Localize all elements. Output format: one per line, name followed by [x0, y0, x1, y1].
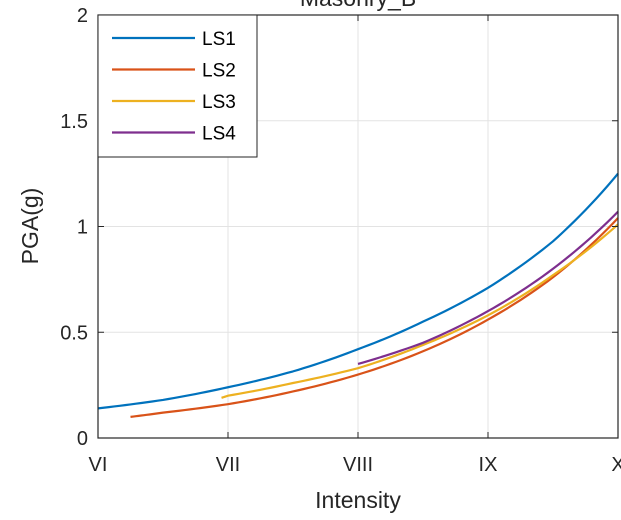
chart-title: Masonry_B [300, 0, 416, 11]
x-tick-label: IX [479, 454, 498, 476]
y-tick-label: 0 [77, 428, 88, 450]
legend-label-ls2: LS2 [202, 61, 236, 82]
y-tick-label: 0.5 [60, 322, 88, 344]
x-tick-label: VI [89, 454, 108, 476]
y-tick-label: 2 [77, 5, 88, 27]
x-tick-label: X [611, 454, 621, 476]
y-tick-label: 1.5 [60, 111, 88, 133]
legend-label-ls3: LS3 [202, 92, 236, 113]
x-tick-label: VII [216, 454, 240, 476]
series-line-ls4 [357, 210, 619, 366]
x-tick-label: VIII [343, 454, 373, 476]
legend: LS1 LS2 LS3 LS4 [97, 14, 258, 158]
legend-label-ls1: LS1 [202, 29, 236, 50]
x-axis-label: Intensity [315, 487, 401, 513]
series-lines [97, 172, 619, 418]
y-ticks: 0 0.5 1 1.5 2 [60, 5, 618, 450]
legend-label-ls4: LS4 [202, 124, 236, 145]
y-axis-label: PGA(g) [17, 188, 43, 265]
y-tick-label: 1 [77, 217, 88, 239]
series-line-ls3 [220, 223, 619, 399]
series-line-ls1 [97, 172, 619, 410]
series-line-ls2 [130, 217, 619, 418]
